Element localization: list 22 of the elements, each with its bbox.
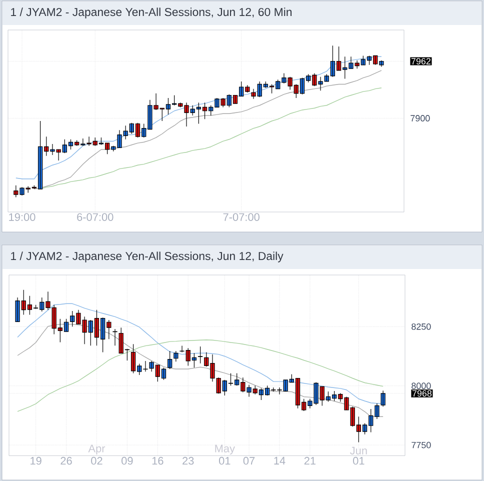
x-tick-label: 19 xyxy=(30,456,42,465)
y-tick-label: 7962 xyxy=(411,58,430,64)
y-tick-label: 7968 xyxy=(412,390,432,397)
x-tick-label: 07 xyxy=(243,456,255,465)
x-tick-label: 7-07:00 xyxy=(223,213,260,221)
chart-title: 1 / JYAM2 - Japanese Yen-All Sessions, Jun 12, Daily xyxy=(11,252,284,262)
x-tick-label: 09 xyxy=(122,456,133,465)
x-tick-label: 16 xyxy=(152,456,164,465)
y-tick-label: 7750 xyxy=(412,442,431,448)
x-tick-label: 01 xyxy=(218,456,230,465)
y-tick-label: 8000 xyxy=(412,382,431,390)
x-tick-label: 26 xyxy=(60,456,72,465)
y-tick-label: 8250 xyxy=(412,323,431,330)
x-tick-label: 19:00 xyxy=(9,213,36,221)
x-tick-label: 23 xyxy=(182,456,194,465)
x-tick-label: 02 xyxy=(91,456,102,465)
chart-title: 1 / JYAM2 - Japanese Yen-All Sessions, Jun 12, 60 Min xyxy=(11,8,292,18)
x-tick-label: 14 xyxy=(274,456,286,464)
x-tick-label: 21 xyxy=(304,456,316,465)
x-tick-label: 01 xyxy=(353,456,364,465)
x-tick-label: 6-07:00 xyxy=(77,213,114,221)
y-tick-label: 7900 xyxy=(410,115,430,122)
